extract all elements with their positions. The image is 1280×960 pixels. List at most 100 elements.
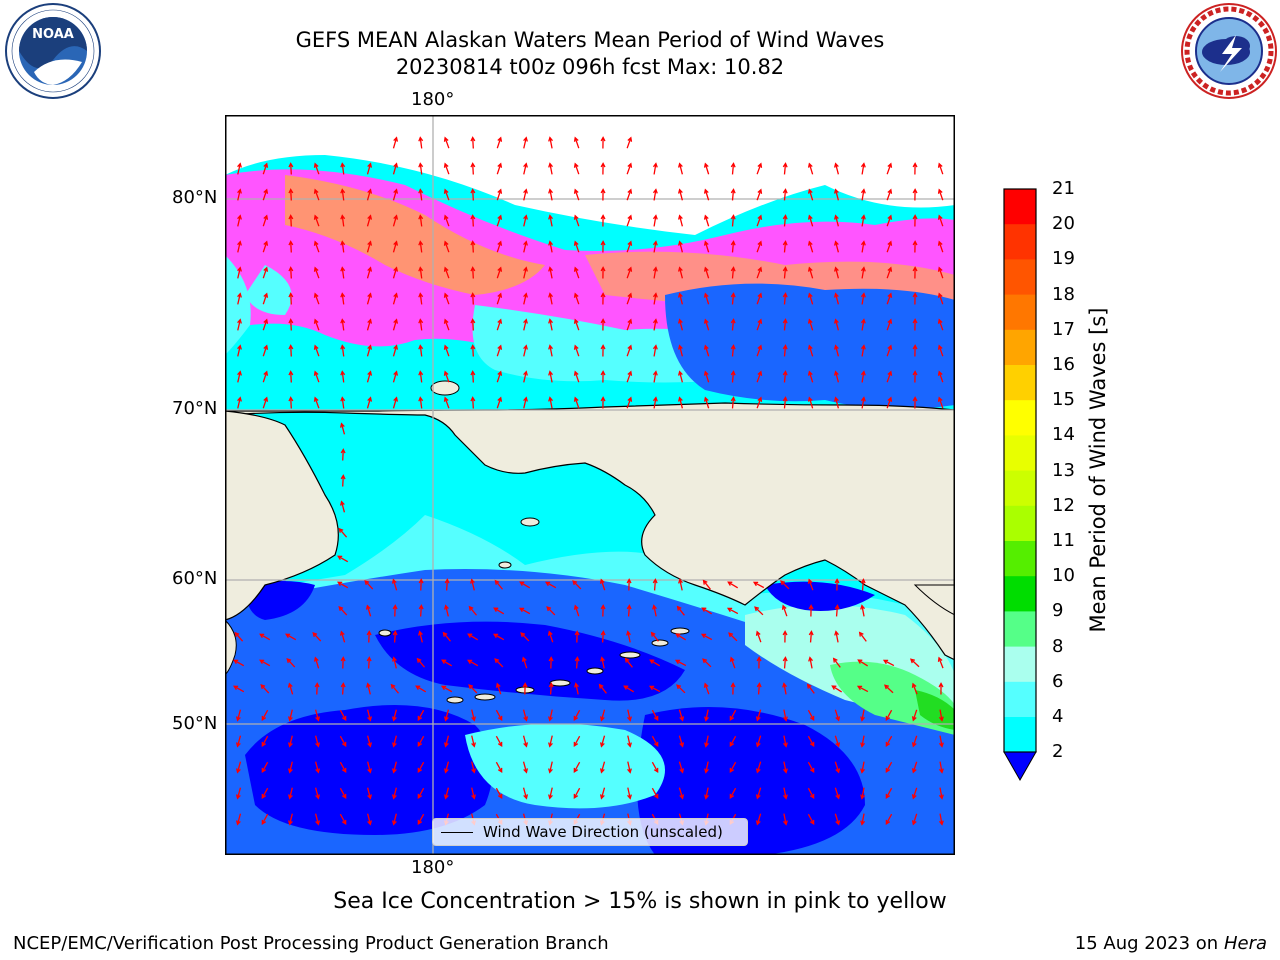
wave-direction-arrowhead [627,716,632,722]
lat-label-60: 60°N [172,568,218,589]
wave-direction-arrowhead [261,819,267,826]
wave-direction-arrow [575,683,579,695]
wave-direction-arrowhead [626,604,632,610]
wave-direction-arrowhead [624,657,630,663]
wave-direction-arrowhead [756,682,762,688]
wave-direction-arrow [783,189,787,201]
wave-direction-arrow [704,241,710,253]
wave-direction-arrow [342,449,344,461]
wave-direction-arrow [653,267,657,279]
wave-direction-arrowhead [599,716,605,722]
wave-direction-arrow [861,163,865,175]
wave-direction-arrow [574,293,580,305]
wave-direction-arrowhead [807,240,813,246]
wave-direction-arrowhead [418,188,424,194]
wave-direction-arrow [549,397,553,409]
wave-direction-arrowhead [523,188,528,194]
wave-direction-arrow [495,787,503,799]
wave-direction-arrowhead [263,370,269,376]
wave-direction-arrowhead [573,136,579,142]
wave-direction-arrow [260,684,270,694]
wave-direction-arrowhead [757,370,763,376]
wave-direction-arrowhead [755,794,761,800]
wave-direction-arrowhead [860,768,866,774]
wave-direction-arrowhead [599,794,605,800]
wave-direction-arrow [392,293,398,305]
wave-direction-arrowhead [755,742,761,748]
wave-direction-arrowhead [443,344,449,350]
wave-direction-arrowhead [627,396,633,402]
wave-direction-arrowhead [340,214,346,220]
wave-direction-arrow [392,215,398,227]
wave-direction-arrow [574,345,580,357]
wave-direction-arrowhead [652,266,658,272]
wave-direction-arrowhead [548,162,553,168]
wave-direction-arrow [756,319,762,331]
wave-direction-arrowhead [835,794,841,800]
wave-direction-arrow [366,189,372,201]
wave-direction-arrow [523,137,527,149]
wave-direction-arrow [467,659,479,667]
wave-direction-arrowhead [938,768,944,774]
wave-direction-arrowhead [288,820,293,826]
wave-direction-arrowhead [497,767,503,774]
wave-direction-arrowhead [627,292,633,298]
wave-direction-arrow [523,267,527,279]
wave-direction-arrow [783,241,787,253]
colorbar-tick-label: 16 [1052,354,1075,375]
wave-direction-arrow [392,397,398,409]
wave-direction-arrowhead [441,659,447,664]
wave-direction-arrowhead [544,581,551,587]
wave-direction-arrowhead [340,240,346,246]
wave-direction-arrowhead [858,631,864,637]
wave-direction-arrowhead [729,656,735,662]
wave-direction-arrowhead [807,578,813,584]
wave-direction-arrow [472,267,474,279]
wave-direction-arrow [653,605,657,617]
wave-direction-arrowhead [834,396,839,402]
wave-direction-arrow [472,215,474,227]
wave-direction-arrow [262,397,268,409]
wave-direction-arrow [861,397,865,409]
wave-direction-arrow [651,632,659,642]
wave-direction-arrow [237,163,241,175]
wave-direction-arrow [290,241,292,253]
wave-direction-arrow [262,319,268,331]
wave-direction-arrowhead [807,188,813,194]
wave-direction-arrowhead [367,162,373,168]
wave-direction-arrowhead [523,370,528,376]
wave-direction-arrow [783,735,787,747]
wave-direction-arrowhead [367,188,373,194]
wave-direction-arrowhead [443,396,449,402]
lat-label-70: 70°N [172,398,218,419]
wave-direction-arrow [626,345,632,357]
wave-direction-arrow [494,658,504,668]
wave-direction-arrowhead [679,768,685,774]
wave-direction-arrowhead [757,188,763,194]
wave-direction-arrow [237,293,241,305]
wave-direction-arrowhead [782,188,788,194]
wave-direction-arrow [495,761,503,773]
wave-direction-arrowhead [392,768,397,774]
wave-direction-arrowhead [807,318,813,324]
wave-direction-arrowhead [261,793,267,800]
wave-direction-arrow [392,267,398,279]
wave-direction-arrowhead [752,581,759,587]
wave-direction-arrowhead [261,767,267,774]
wave-direction-arrow [468,606,478,616]
wave-direction-arrow [549,241,553,253]
wave-direction-arrow [834,709,840,721]
wave-direction-arrowhead [493,607,499,612]
wave-direction-arrowhead [497,370,503,376]
wave-direction-arrowhead [547,630,553,636]
wave-direction-arrowhead [315,820,320,826]
wave-direction-arrowhead [315,716,320,722]
wave-direction-arrowhead [730,162,736,168]
wave-direction-arrow [808,267,814,279]
wave-direction-arrowhead [471,742,476,748]
wave-direction-arrow [885,709,893,721]
wave-direction-arrow [444,293,450,305]
wave-direction-arrowhead [285,633,291,639]
wave-direction-arrowhead [341,819,347,826]
wave-direction-arrowhead [259,633,265,639]
